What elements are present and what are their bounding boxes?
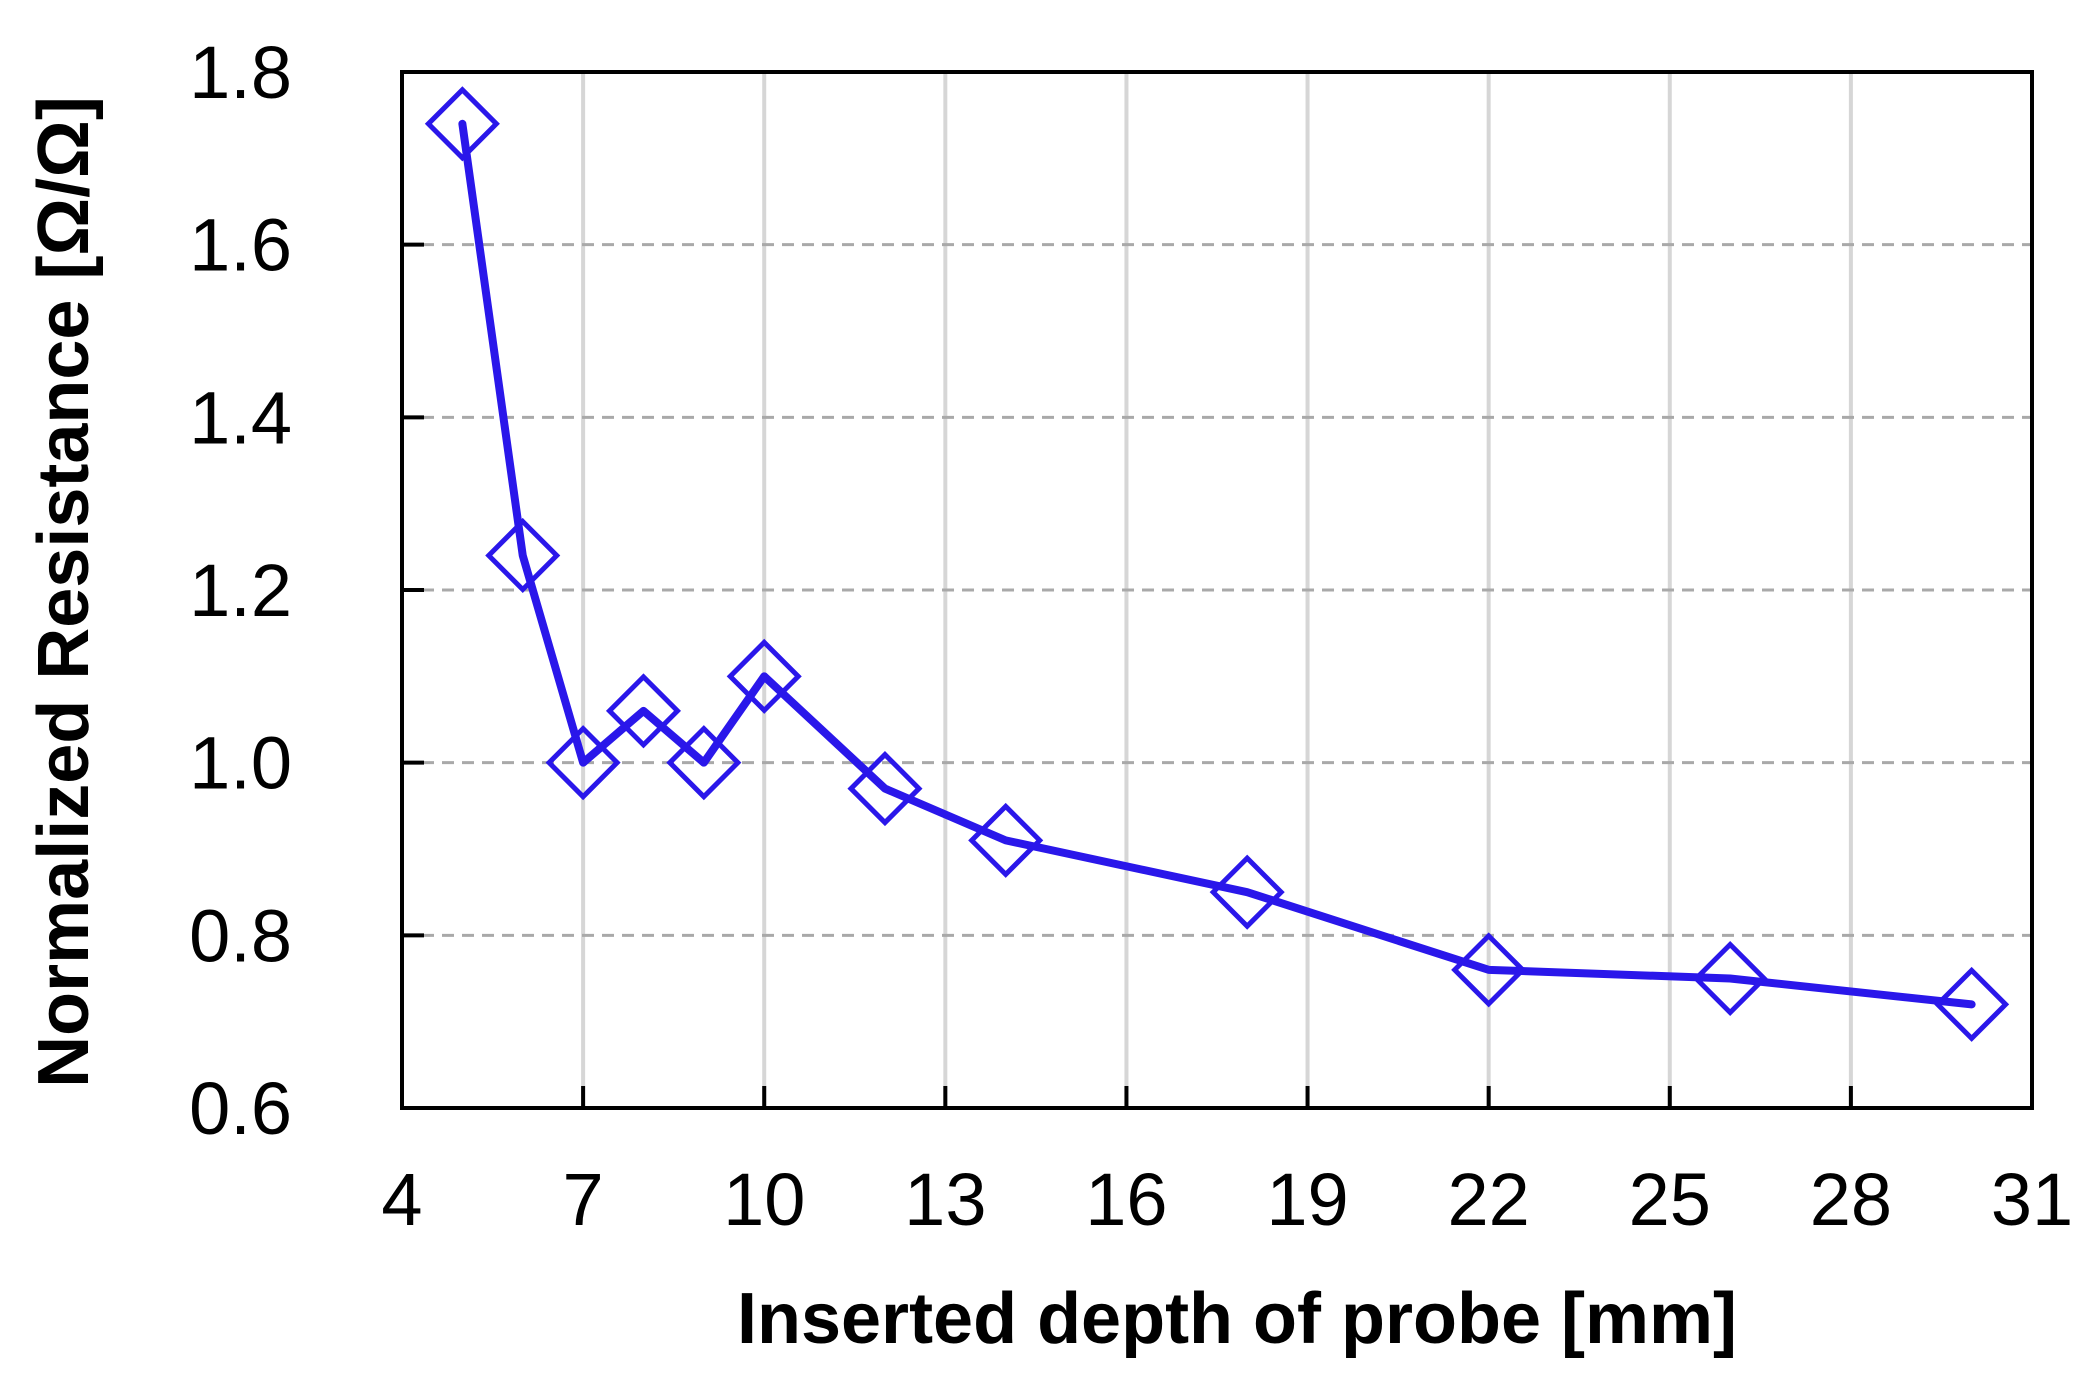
x-axis-title: Inserted depth of probe [mm]: [737, 1279, 1737, 1359]
x-tick-label: 22: [1448, 1158, 1530, 1241]
data-point-marker: [424, 86, 500, 162]
data-point-marker: [666, 725, 742, 801]
x-tick-label: 28: [1810, 1158, 1892, 1241]
y-tick-label: 1.4: [189, 376, 292, 459]
data-point-marker: [847, 751, 923, 827]
series-markers: [424, 86, 2010, 1042]
data-point-marker: [1451, 932, 1527, 1008]
x-tick-label: 16: [1085, 1158, 1167, 1241]
y-tick-label: 0.6: [189, 1067, 292, 1150]
y-tick-label: 1.2: [189, 549, 292, 632]
x-tick-label: 10: [723, 1158, 805, 1241]
data-point-marker: [605, 673, 682, 749]
x-tick-label: 4: [381, 1158, 422, 1241]
x-tick-label: 25: [1629, 1158, 1711, 1241]
data-point-marker: [1692, 940, 1768, 1017]
series-line: [458, 119, 1976, 1009]
x-tick-label: 13: [904, 1158, 986, 1241]
horizontal-gridlines: [402, 243, 2032, 937]
x-tick-label: 31: [1991, 1158, 2073, 1241]
x-tick-label: 19: [1266, 1158, 1348, 1241]
data-point-marker: [968, 802, 1044, 878]
y-tick-label: 1.0: [189, 722, 292, 805]
y-tick-label: 0.8: [189, 894, 292, 977]
y-axis-ticks: 0.6 0.8 1.0 1.2 1.4 1.6 1.8: [189, 31, 424, 1150]
data-point-marker: [1209, 854, 1285, 930]
data-point-marker: [1934, 966, 2010, 1042]
data-point-marker: [545, 725, 621, 801]
data-point-marker: [485, 517, 561, 594]
x-tick-label: 7: [563, 1158, 604, 1241]
y-axis-title: Normalized Resistance [Ω/Ω]: [24, 96, 104, 1088]
data-point-marker: [726, 638, 802, 714]
x-axis-ticks: 4 7 10 13 16 19 22 25 28 31: [381, 1086, 2073, 1241]
y-tick-label: 1.6: [189, 204, 292, 287]
y-tick-label: 1.8: [189, 31, 292, 114]
